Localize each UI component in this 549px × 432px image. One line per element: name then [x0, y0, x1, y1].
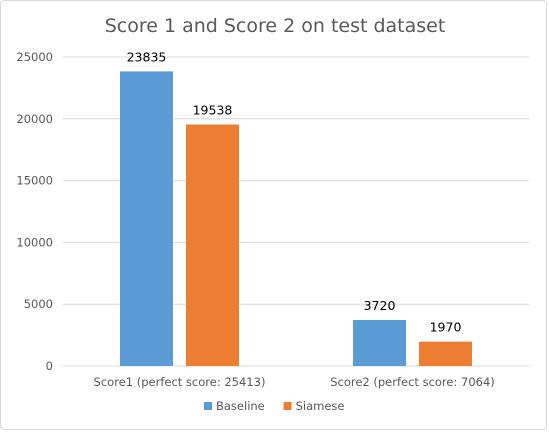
y-axis-ticks: 0 5000 10000 15000 20000 25000: [16, 50, 53, 373]
legend-label-baseline: Baseline: [216, 399, 265, 413]
x-category-label: Score1 (perfect score: 25413): [94, 375, 266, 389]
x-axis-categories: Score1 (perfect score: 25413) Score2 (per…: [94, 375, 495, 389]
bar-siamese-1: [186, 125, 239, 366]
legend-swatch-baseline: [204, 402, 212, 410]
legend: Baseline Siamese: [204, 399, 344, 413]
legend-swatch-siamese: [284, 402, 292, 410]
y-tick-label: 10000: [16, 235, 53, 249]
bar-baseline-2: [353, 320, 406, 366]
y-tick-label: 5000: [24, 297, 53, 311]
data-label: 3720: [364, 298, 396, 313]
data-label: 19538: [193, 103, 233, 118]
legend-label-siamese: Siamese: [296, 399, 345, 413]
x-category-label: Score2 (perfect score: 7064): [330, 375, 495, 389]
data-labels: 23835 19538 3720 1970: [127, 49, 462, 334]
chart-title: Score 1 and Score 2 on test dataset: [105, 15, 446, 37]
y-tick-label: 25000: [16, 50, 53, 64]
bar-siamese-2: [419, 342, 472, 366]
y-tick-label: 15000: [16, 174, 53, 188]
y-tick-label: 0: [46, 359, 53, 373]
data-label: 23835: [127, 49, 167, 64]
bar-baseline-1: [120, 71, 173, 366]
y-tick-label: 20000: [16, 112, 53, 126]
bars: [120, 71, 472, 366]
data-label: 1970: [430, 320, 462, 335]
